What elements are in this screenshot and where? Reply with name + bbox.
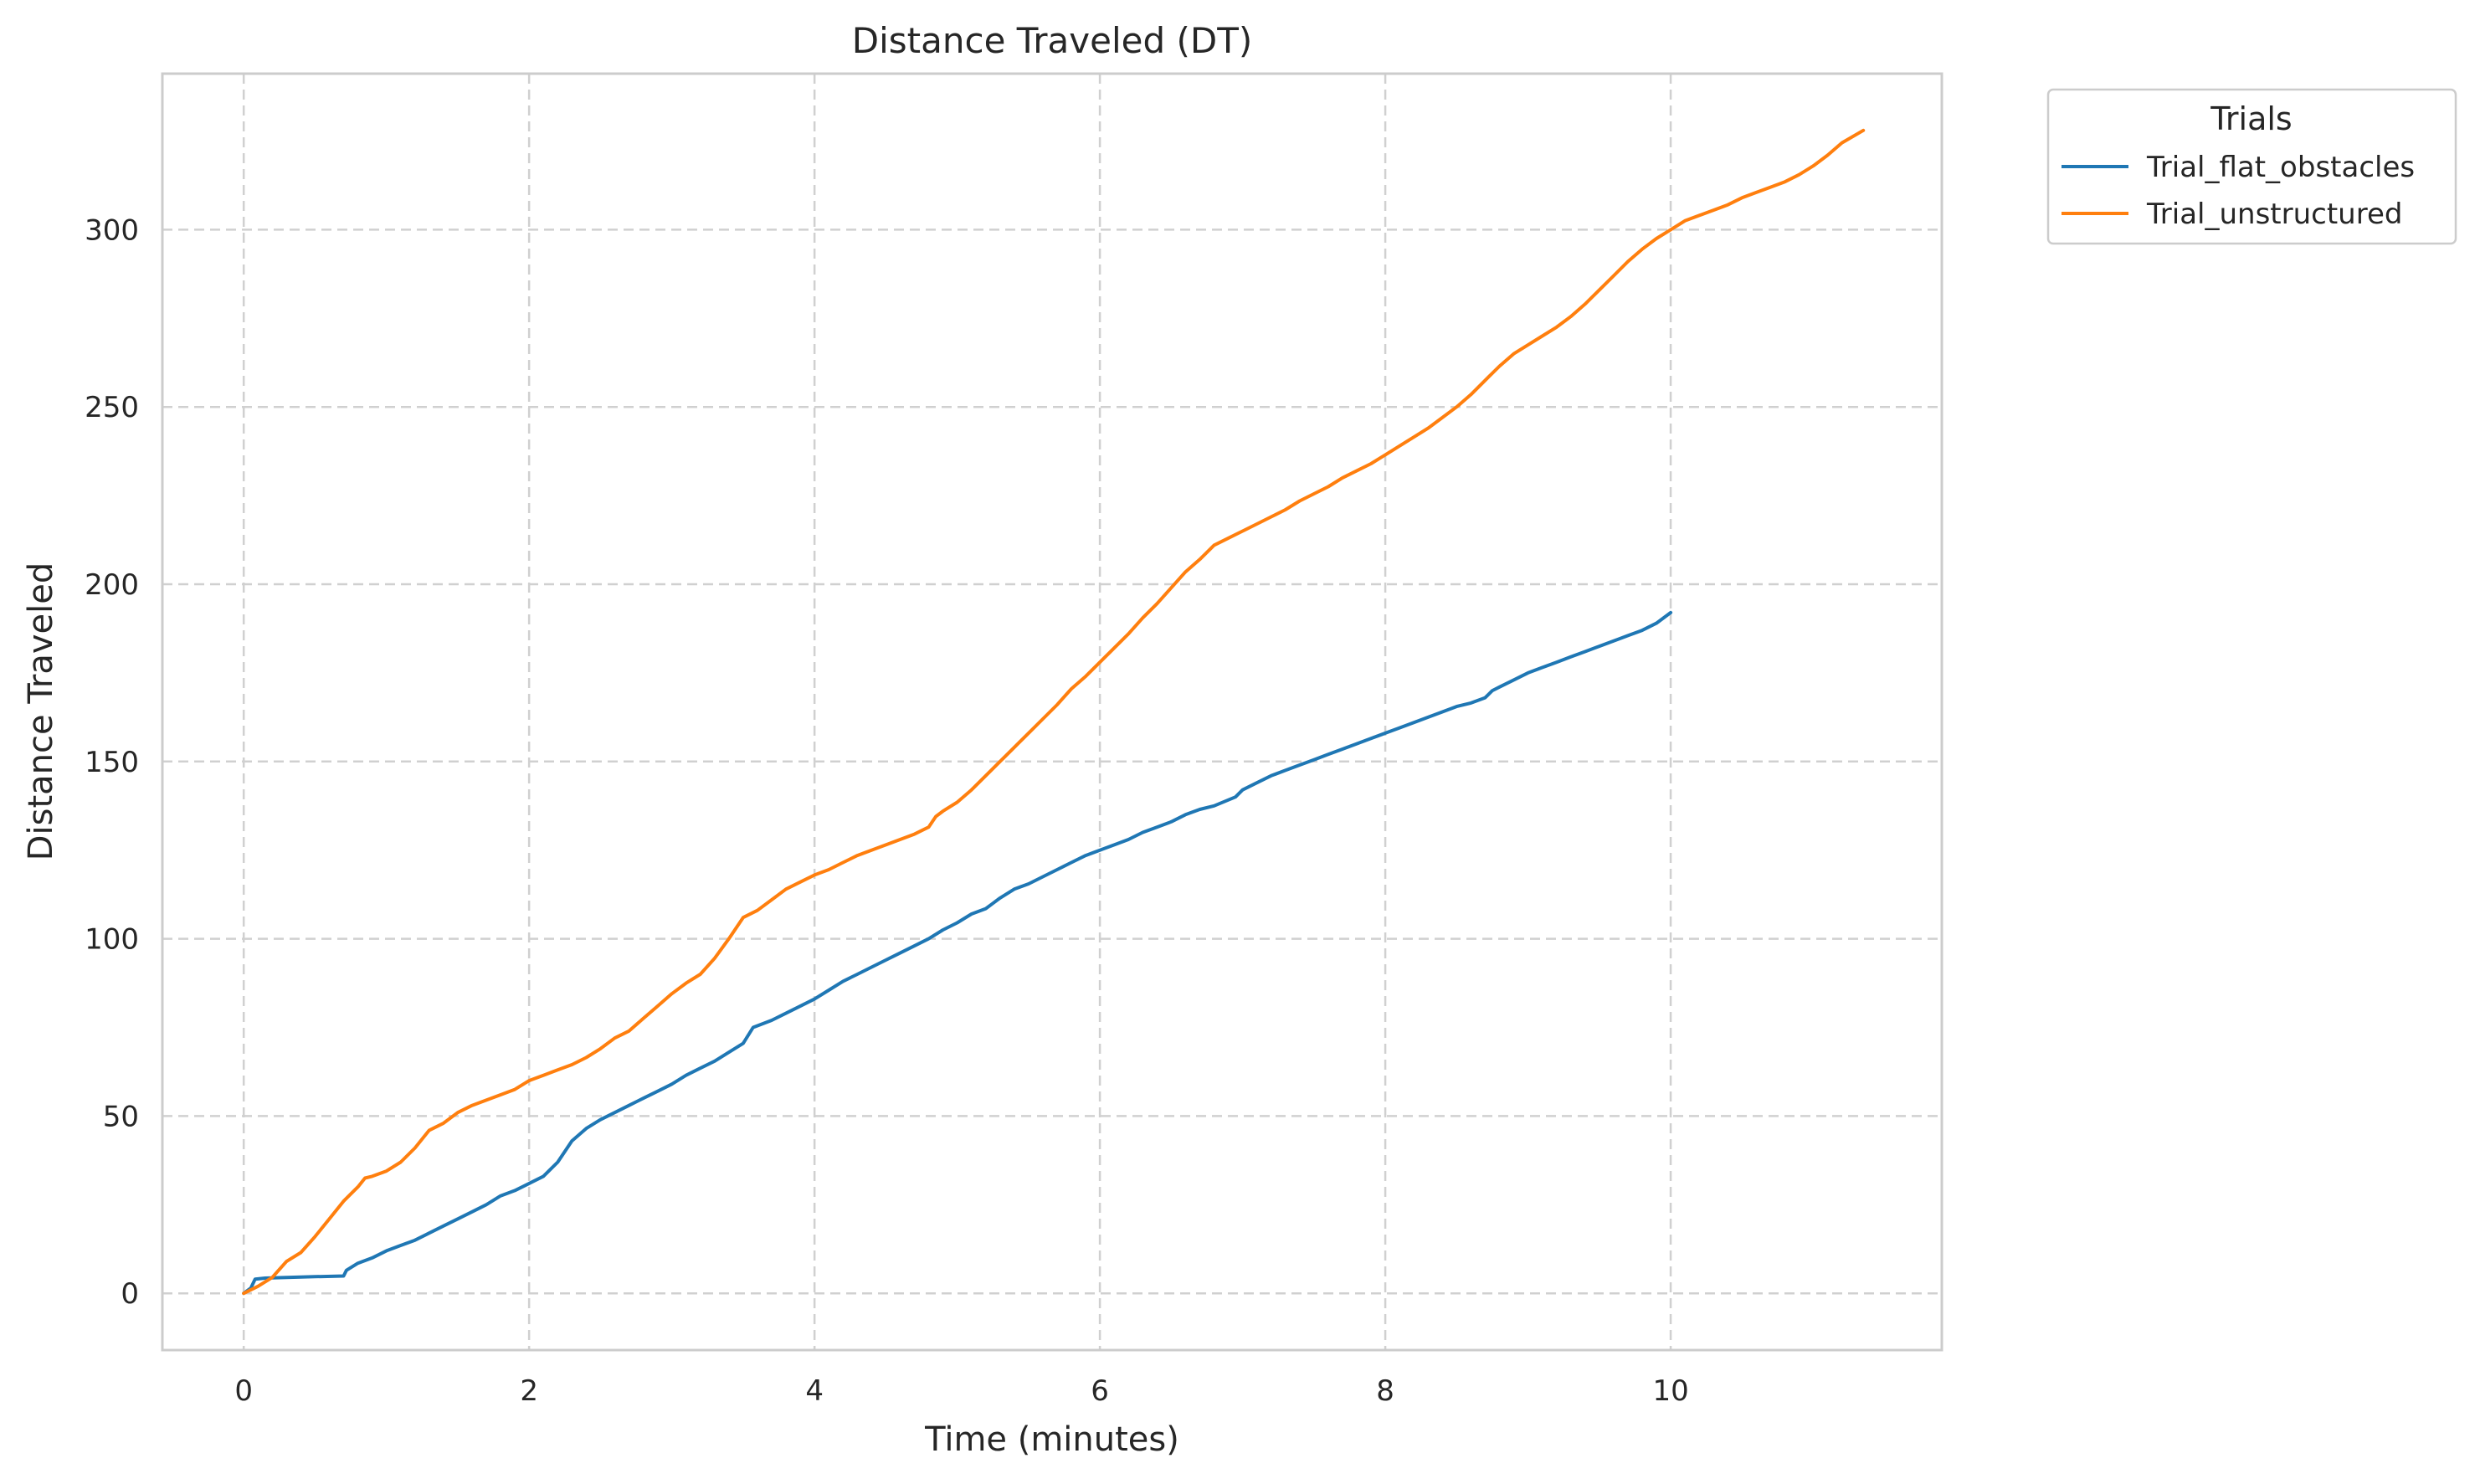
x-tick-label: 2 [520, 1374, 538, 1408]
legend-label-1: Trial_unstructured [2146, 198, 2402, 231]
legend-label-0: Trial_flat_obstacles [2146, 151, 2415, 184]
chart-title: Distance Traveled (DT) [852, 20, 1252, 61]
series-lines [242, 128, 1866, 1296]
x-tick-label: 0 [234, 1374, 253, 1408]
y-tick-label: 250 [85, 391, 139, 424]
x-tick-label: 4 [805, 1374, 824, 1408]
x-tick-label: 8 [1376, 1374, 1394, 1408]
legend: Trials Trial_flat_obstacles Trial_unstru… [2046, 88, 2457, 245]
x-tick-label: 10 [1652, 1374, 1688, 1408]
series-line-1 [242, 128, 1866, 1296]
x-axis-label: Time (minutes) [924, 1420, 1179, 1459]
y-axis-label: Distance Traveled [22, 562, 60, 861]
plot-frame [161, 72, 1943, 1352]
grid [162, 74, 1942, 1350]
legend-box [2046, 88, 2457, 245]
y-tick-label: 0 [121, 1277, 139, 1311]
y-tick-label: 300 [85, 213, 139, 247]
series-line-0 [242, 610, 1673, 1296]
y-tick-label: 50 [103, 1100, 139, 1133]
y-tick-label: 200 [85, 568, 139, 602]
x-tick-label: 6 [1091, 1374, 1109, 1408]
legend-title: Trials [2210, 100, 2292, 137]
y-tick-label: 150 [85, 746, 139, 779]
y-tick-label: 100 [85, 923, 139, 957]
